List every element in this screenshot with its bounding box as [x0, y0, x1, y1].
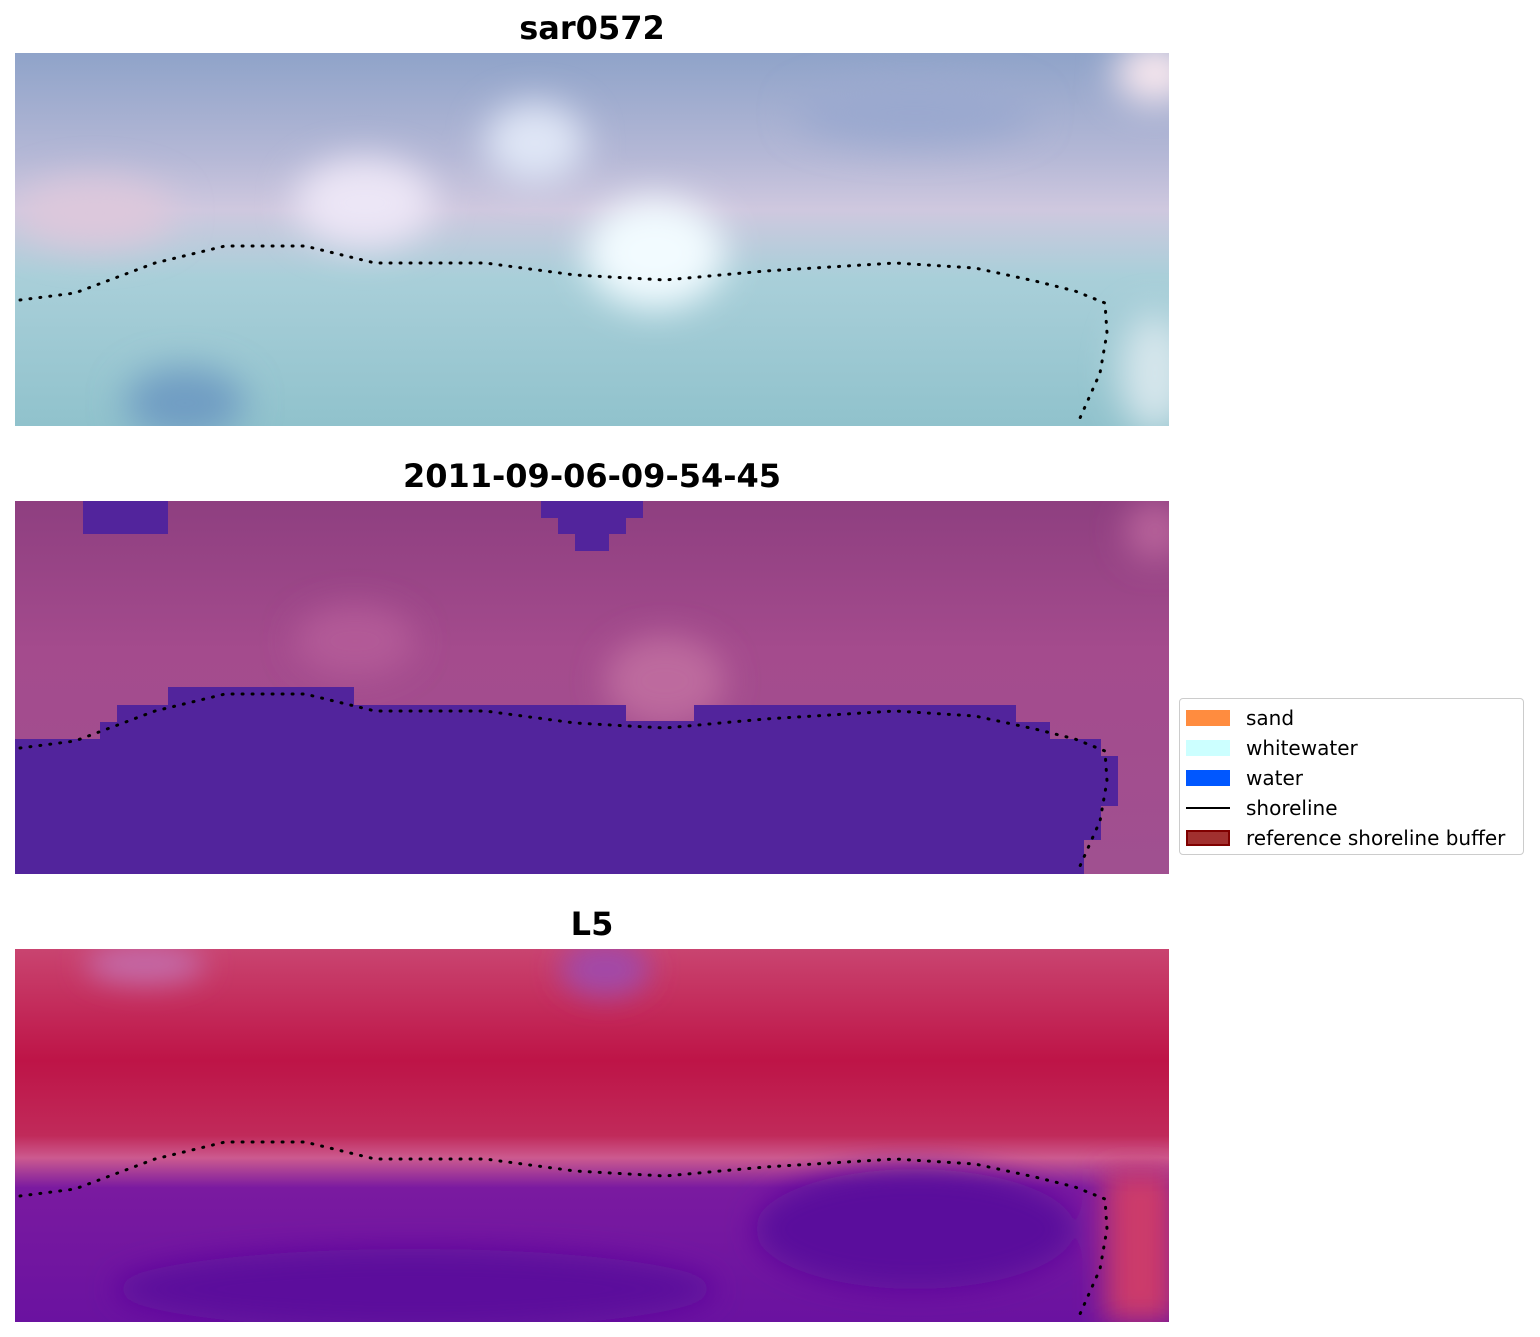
index-panel: [15, 949, 1169, 1322]
legend: sand whitewater water shoreline referenc…: [1179, 698, 1524, 855]
legend-label-shoreline: shoreline: [1246, 796, 1338, 820]
panel-title-index: L5: [570, 905, 614, 943]
shoreline: [18, 244, 1109, 420]
legend-item-water: water: [1186, 763, 1523, 793]
legend-item-shoreline: shoreline: [1186, 793, 1523, 823]
legend-item-whitewater: whitewater: [1186, 733, 1523, 763]
water-mask: [15, 501, 1118, 874]
panel-title-rgb: sar0572: [519, 9, 665, 47]
shoreline: [18, 1140, 1109, 1316]
legend-label-water: water: [1246, 766, 1303, 790]
classification-panel: [15, 501, 1169, 874]
legend-item-reference-buffer: reference shoreline buffer: [1186, 823, 1523, 853]
whitewater-swatch: [1186, 740, 1230, 756]
index-image: [15, 949, 1169, 1322]
shoreline-line-swatch: [1186, 807, 1230, 809]
classification-image: [15, 501, 1169, 874]
rgb-image-panel: [15, 53, 1169, 426]
shoreline: [18, 692, 1109, 868]
sand-swatch: [1186, 710, 1230, 726]
reference-buffer-swatch: [1186, 830, 1230, 846]
legend-label-reference-buffer: reference shoreline buffer: [1246, 826, 1506, 850]
water-swatch: [1186, 770, 1230, 786]
legend-item-sand: sand: [1186, 703, 1523, 733]
rgb-image: [15, 53, 1169, 426]
panel-title-classification: 2011-09-06-09-54-45: [402, 457, 782, 495]
legend-label-whitewater: whitewater: [1246, 736, 1358, 760]
legend-label-sand: sand: [1246, 706, 1295, 730]
